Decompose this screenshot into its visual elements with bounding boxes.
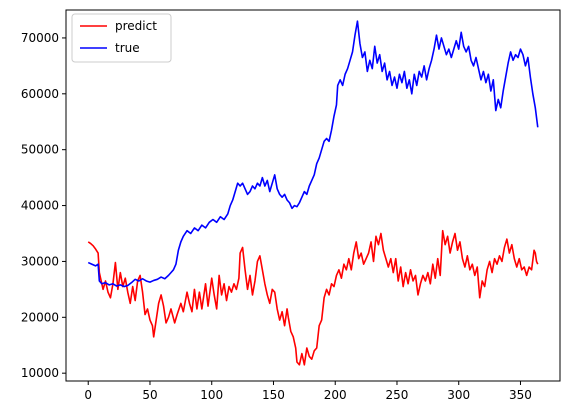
x-tick-label: 50 (142, 388, 157, 402)
legend: predict true (71, 13, 172, 63)
y-tick-label: 10000 (21, 366, 59, 380)
legend-label-true: true (115, 41, 140, 55)
series-line-predict (87, 229, 539, 366)
series-layer (87, 20, 539, 366)
y-tick-label: 50000 (21, 143, 59, 157)
axis-ticks: 0 50 100 150 200 250 300 350 10000 20000 30000 4000… (21, 31, 532, 402)
y-tick-label: 40000 (21, 199, 59, 213)
plot-frame (65, 9, 561, 382)
x-tick-label: 100 (200, 388, 223, 402)
x-tick-label: 200 (324, 388, 347, 402)
x-tick-label: 250 (386, 388, 409, 402)
y-tick-label: 60000 (21, 87, 59, 101)
y-tick-label: 30000 (21, 254, 59, 268)
x-tick-label: 300 (447, 388, 470, 402)
series-line-true (87, 20, 539, 288)
x-tick-label: 0 (84, 388, 92, 402)
legend-label-predict: predict (115, 19, 157, 33)
x-tick-label: 350 (509, 388, 532, 402)
y-tick-label: 70000 (21, 31, 59, 45)
x-tick-label: 150 (262, 388, 285, 402)
y-tick-label: 20000 (21, 310, 59, 324)
